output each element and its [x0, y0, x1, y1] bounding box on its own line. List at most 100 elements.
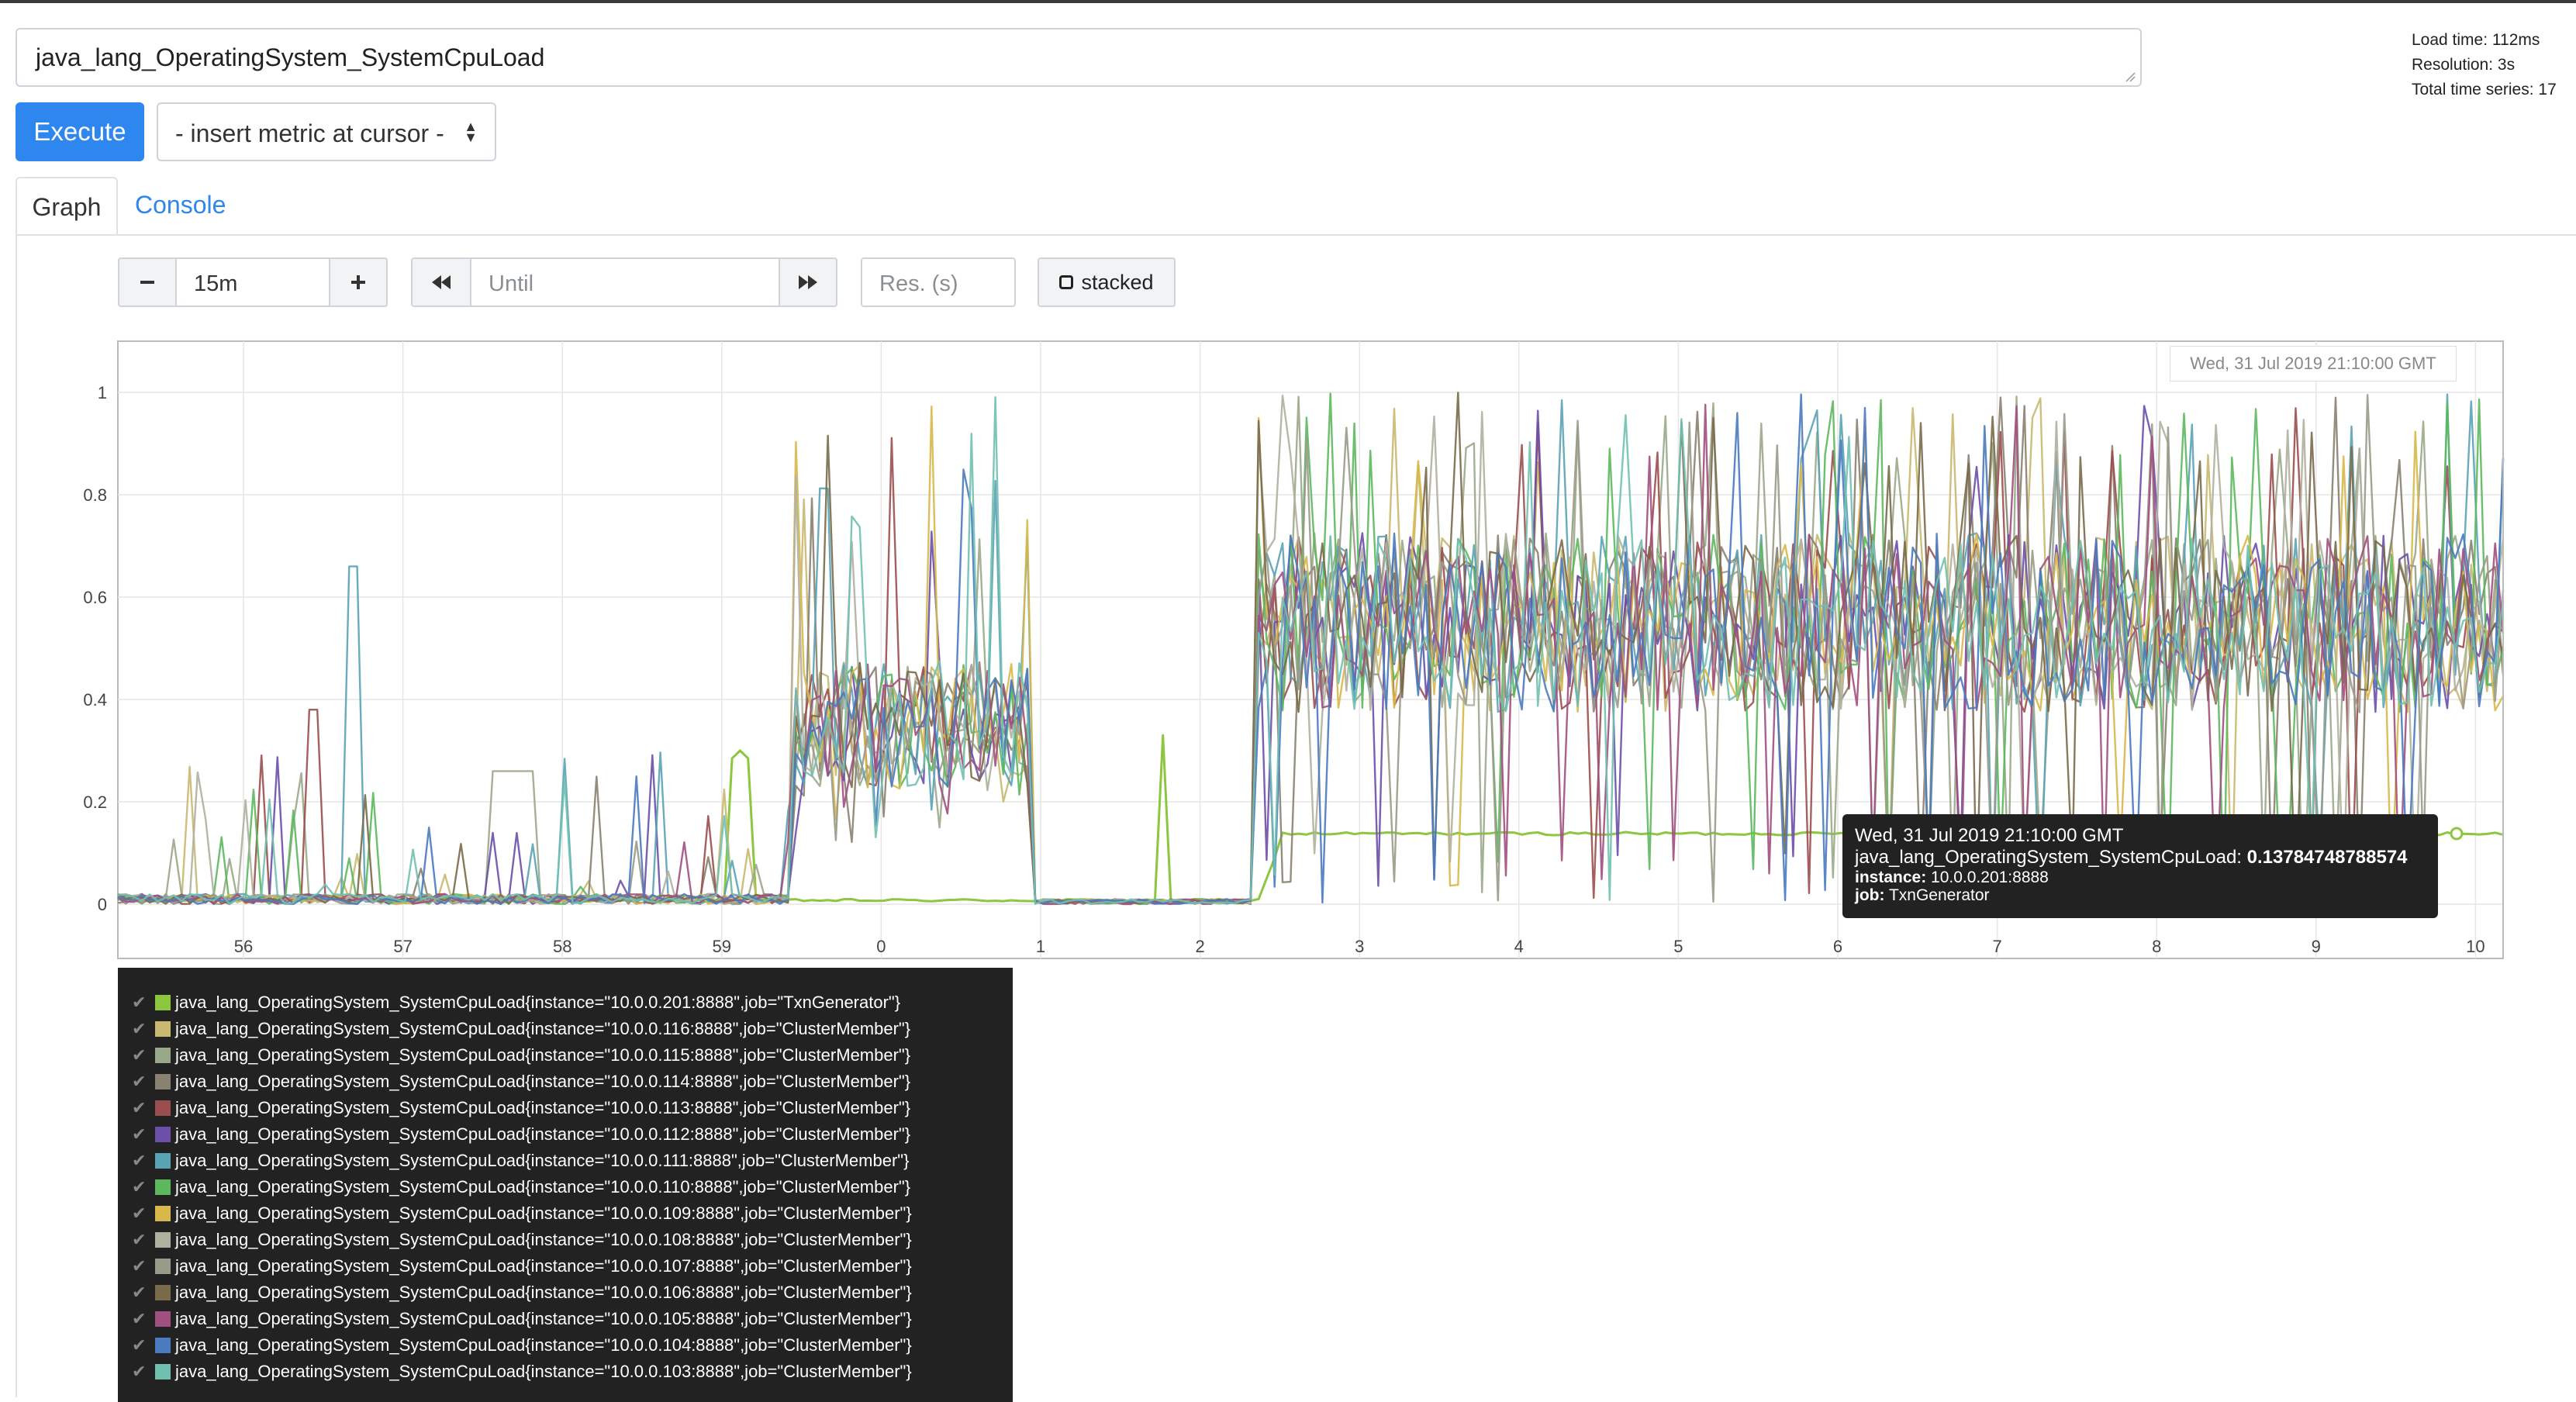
decrease-range-button[interactable] — [118, 257, 177, 307]
legend-check-icon[interactable]: ✔ — [132, 1151, 147, 1170]
legend-check-icon[interactable]: ✔ — [132, 1362, 147, 1381]
until-input[interactable]: Until — [470, 257, 780, 307]
insert-metric-label: - insert metric at cursor - — [175, 119, 444, 147]
load-time: Load time: 112ms — [2412, 31, 2540, 49]
legend-swatch — [155, 1048, 171, 1063]
legend-check-icon[interactable]: ✔ — [132, 1203, 147, 1223]
x-tick-label: 10 — [2466, 937, 2484, 956]
y-tick-label: 1 — [98, 383, 107, 402]
legend-swatch — [155, 1021, 171, 1037]
x-tick-label: 59 — [713, 937, 731, 956]
legend-item[interactable]: ✔ java_lang_OperatingSystem_SystemCpuLoad… — [132, 1121, 1013, 1148]
resize-grip-icon[interactable] — [2123, 70, 2136, 82]
legend-check-icon[interactable]: ✔ — [132, 1283, 147, 1302]
legend-item[interactable]: ✔ java_lang_OperatingSystem_SystemCpuLoad… — [132, 989, 1013, 1016]
legend-item[interactable]: ✔ java_lang_OperatingSystem_SystemCpuLoad… — [132, 1279, 1013, 1306]
legend-item[interactable]: ✔ java_lang_OperatingSystem_SystemCpuLoad… — [132, 1042, 1013, 1069]
legend-label: java_lang_OperatingSystem_SystemCpuLoad{… — [175, 1309, 912, 1328]
legend-item[interactable]: ✔ java_lang_OperatingSystem_SystemCpuLoad… — [132, 1200, 1013, 1227]
x-tick-label: 8 — [2152, 937, 2161, 956]
tab-console[interactable]: Console — [135, 191, 226, 219]
query-stats: Load time: 112ms Resolution: 3s Total ti… — [2412, 28, 2557, 102]
y-tick-label: 0.8 — [83, 485, 107, 505]
x-tick-label: 57 — [393, 937, 412, 956]
forward-icon — [799, 275, 817, 289]
x-tick-label: 7 — [1992, 937, 2001, 956]
x-tick-label: 3 — [1355, 937, 1364, 956]
tooltip-instance-value: 10.0.0.201:8888 — [1931, 868, 2049, 886]
legend-item[interactable]: ✔ java_lang_OperatingSystem_SystemCpuLoad… — [132, 1148, 1013, 1174]
resolution: Resolution: 3s — [2412, 56, 2516, 74]
legend-check-icon[interactable]: ✔ — [132, 1019, 147, 1038]
graph-panel — [16, 234, 2576, 1397]
legend-check-icon[interactable]: ✔ — [132, 1230, 147, 1249]
legend-swatch — [155, 1232, 171, 1248]
legend-swatch — [155, 1153, 171, 1169]
legend-item[interactable]: ✔ java_lang_OperatingSystem_SystemCpuLoad… — [132, 1174, 1013, 1200]
legend-item[interactable]: ✔ java_lang_OperatingSystem_SystemCpuLoad… — [132, 1306, 1013, 1332]
legend-label: java_lang_OperatingSystem_SystemCpuLoad{… — [175, 1283, 912, 1302]
checkbox-icon — [1059, 275, 1074, 289]
legend-label: java_lang_OperatingSystem_SystemCpuLoad{… — [175, 1203, 912, 1223]
y-tick-label: 0 — [98, 895, 107, 914]
execute-button[interactable]: Execute — [16, 102, 144, 161]
series-line — [117, 392, 2505, 906]
plus-icon — [351, 275, 365, 289]
legend-item[interactable]: ✔ java_lang_OperatingSystem_SystemCpuLoad… — [132, 1016, 1013, 1042]
resolution-placeholder: Res. (s) — [879, 271, 958, 296]
increase-range-button[interactable] — [329, 257, 388, 307]
legend-label: java_lang_OperatingSystem_SystemCpuLoad{… — [175, 1230, 912, 1249]
range-input[interactable]: 15m — [175, 257, 330, 307]
x-tick-label: 0 — [876, 937, 886, 956]
legend-label: java_lang_OperatingSystem_SystemCpuLoad{… — [175, 1045, 911, 1065]
legend-check-icon[interactable]: ✔ — [132, 1177, 147, 1197]
x-tick-label: 1 — [1036, 937, 1045, 956]
x-tick-label: 5 — [1673, 937, 1683, 956]
legend-item[interactable]: ✔ java_lang_OperatingSystem_SystemCpuLoad… — [132, 1359, 1013, 1385]
legend-check-icon[interactable]: ✔ — [132, 1124, 147, 1144]
resolution-input[interactable]: Res. (s) — [861, 257, 1016, 307]
legend-swatch — [155, 1311, 171, 1327]
select-arrows-icon: ▲ ▼ — [464, 119, 478, 145]
tooltip-instance: instance: 10.0.0.201:8888 — [1855, 868, 2426, 886]
insert-metric-select[interactable]: - insert metric at cursor - ▲ ▼ — [157, 102, 496, 161]
y-tick-label: 0.2 — [83, 793, 107, 812]
x-tick-label: 6 — [1833, 937, 1842, 956]
chart-time-badge: Wed, 31 Jul 2019 21:10:00 GMT — [2170, 346, 2457, 382]
legend-check-icon[interactable]: ✔ — [132, 1256, 147, 1276]
legend-item[interactable]: ✔ java_lang_OperatingSystem_SystemCpuLoad… — [132, 1069, 1013, 1095]
time-forward-button[interactable] — [779, 257, 837, 307]
tooltip-value: 0.13784748788574 — [2246, 847, 2408, 868]
until-placeholder: Until — [489, 271, 534, 296]
stacked-toggle[interactable]: stacked — [1038, 257, 1176, 307]
legend-item[interactable]: ✔ java_lang_OperatingSystem_SystemCpuLoad… — [132, 1095, 1013, 1121]
legend-check-icon[interactable]: ✔ — [132, 993, 147, 1012]
tooltip-instance-key: instance: — [1855, 868, 1927, 886]
legend-check-icon[interactable]: ✔ — [132, 1072, 147, 1091]
legend-label: java_lang_OperatingSystem_SystemCpuLoad{… — [175, 993, 901, 1012]
legend-check-icon[interactable]: ✔ — [132, 1098, 147, 1117]
tab-graph[interactable]: Graph — [16, 177, 118, 236]
tooltip-job: job: TxnGenerator — [1855, 886, 2426, 904]
legend-check-icon[interactable]: ✔ — [132, 1045, 147, 1065]
legend-check-icon[interactable]: ✔ — [132, 1309, 147, 1328]
expression-input[interactable]: java_lang_OperatingSystem_SystemCpuLoad — [16, 28, 2142, 87]
series-line — [117, 393, 2505, 906]
tooltip-job-value: TxnGenerator — [1888, 886, 1990, 904]
legend-item[interactable]: ✔ java_lang_OperatingSystem_SystemCpuLoad… — [132, 1253, 1013, 1279]
legend-swatch — [155, 1127, 171, 1142]
x-tick-label: 56 — [234, 937, 253, 956]
x-tick-label: 9 — [2312, 937, 2321, 956]
stacked-label: stacked — [1081, 270, 1154, 294]
legend-item[interactable]: ✔ java_lang_OperatingSystem_SystemCpuLoad… — [132, 1332, 1013, 1359]
time-back-button[interactable] — [411, 257, 471, 307]
legend-swatch — [155, 1206, 171, 1221]
legend-check-icon[interactable]: ✔ — [132, 1335, 147, 1355]
y-tick-label: 0.4 — [83, 690, 107, 710]
legend-swatch — [155, 1364, 171, 1380]
legend-swatch — [155, 1259, 171, 1274]
x-tick-label: 58 — [553, 937, 571, 956]
legend-item[interactable]: ✔ java_lang_OperatingSystem_SystemCpuLoad… — [132, 1227, 1013, 1253]
legend-label: java_lang_OperatingSystem_SystemCpuLoad{… — [175, 1072, 911, 1091]
legend-label: java_lang_OperatingSystem_SystemCpuLoad{… — [175, 1124, 911, 1144]
